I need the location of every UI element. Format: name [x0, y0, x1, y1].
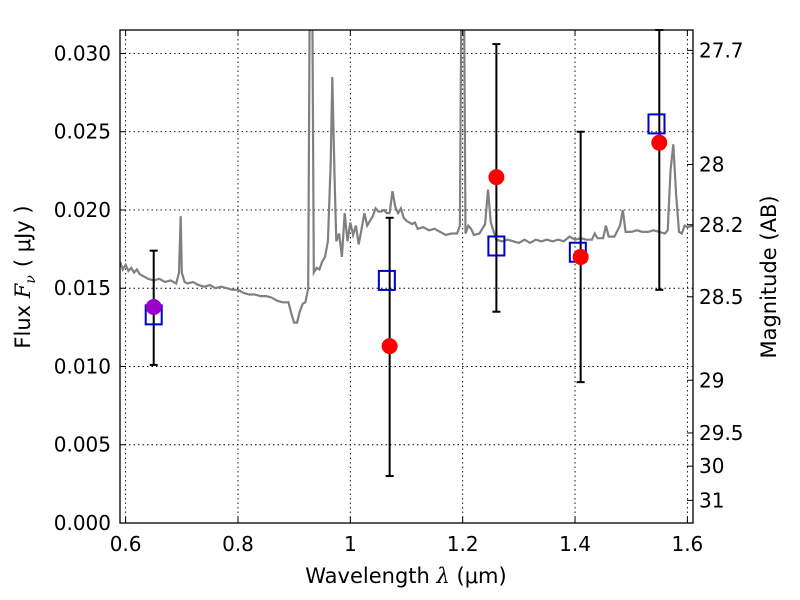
- x-tick-label: 1.2: [447, 532, 479, 556]
- model-squares: [144, 113, 666, 326]
- x-axis-title: Wavelength λ (μm): [305, 564, 506, 588]
- y2-tick-label: 29.5: [699, 421, 744, 445]
- y-axis-title: Flux Fν( μJy ): [11, 205, 39, 348]
- y-tick-label: 0.030: [54, 41, 111, 65]
- y2-tick-label: 27.7: [699, 38, 744, 62]
- y-tick-label: 0.015: [54, 276, 111, 300]
- y2-tick-label: 28: [699, 152, 724, 176]
- template-spectrum-line: [120, 30, 693, 324]
- y-axis-ticks: 0.000 0.005 0.010 0.015 0.020 0.025 0.030: [54, 41, 126, 535]
- grid: [120, 30, 693, 523]
- model-square-marker: [647, 113, 666, 135]
- y-tick-label: 0.020: [54, 198, 111, 222]
- observed-points: [145, 134, 668, 355]
- y-tick-label: 0.000: [54, 511, 111, 535]
- observed-point-marker: [572, 248, 589, 265]
- observed-point-marker: [651, 134, 668, 151]
- x-tick-label: 0.8: [222, 532, 254, 556]
- x-tick-label: 1: [344, 532, 357, 556]
- y2-tick-label: 30: [699, 454, 724, 478]
- x-tick-label: 0.6: [110, 532, 142, 556]
- y2-tick-label: 31: [699, 488, 724, 512]
- plot-frame: [119, 29, 694, 524]
- observed-point-marker: [488, 169, 505, 186]
- y2-tick-label: 29: [699, 368, 724, 392]
- model-square-marker: [487, 235, 506, 257]
- y-tick-label: 0.025: [54, 120, 111, 144]
- y2-axis-ticks: 27.7 28 28.2 28.5 29 29.5 30 31: [687, 38, 744, 512]
- y2-axis-title: Magnitude (AB): [757, 195, 781, 358]
- y2-tick-label: 28.5: [699, 285, 744, 309]
- model-square-marker: [377, 269, 396, 291]
- observed-point-marker: [145, 299, 162, 316]
- x-tick-label: 1.6: [671, 532, 703, 556]
- x-tick-label: 1.4: [559, 532, 591, 556]
- x-axis-ticks: 0.6 0.8 1 1.2 1.4 1.6: [110, 30, 703, 556]
- y2-tick-label: 28.2: [699, 213, 744, 237]
- y-tick-label: 0.005: [54, 433, 111, 457]
- observed-point-marker: [381, 338, 398, 355]
- y-tick-label: 0.010: [54, 354, 111, 378]
